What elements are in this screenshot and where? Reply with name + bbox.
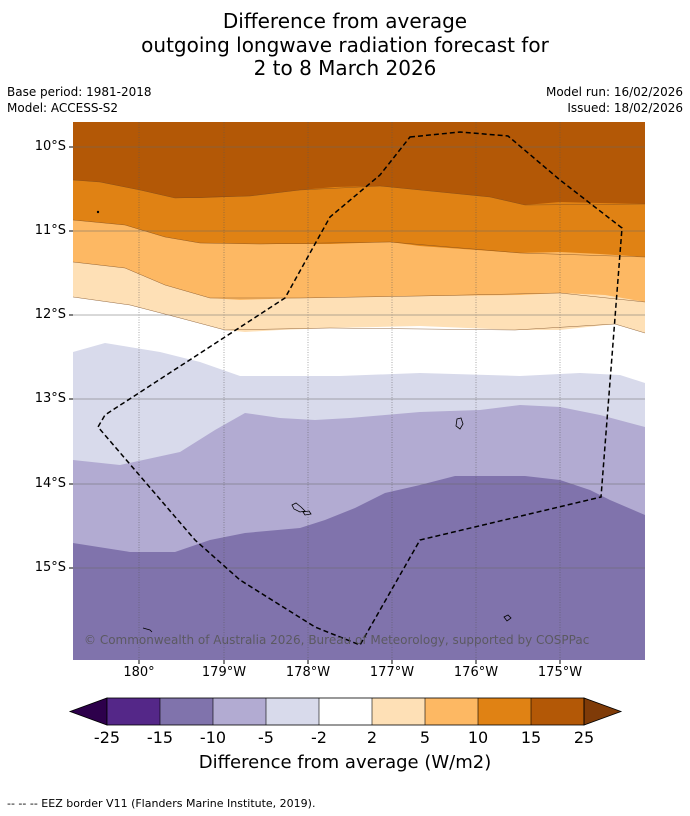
colorbar-cell-5 — [372, 698, 425, 725]
model-name: Model: ACCESS-S2 — [7, 101, 119, 115]
colorbar — [68, 697, 623, 726]
anomaly-field — [73, 122, 645, 660]
axis-ticks — [69, 146, 561, 664]
lat-label-14s: 14°S — [34, 476, 66, 491]
lat-label-15s: 15°S — [34, 560, 66, 575]
band-c15-25 — [73, 122, 645, 205]
colorbar-cell-1 — [160, 698, 213, 725]
colorbar-under — [68, 697, 108, 726]
island-south-east — [503, 614, 512, 622]
islands — [96, 210, 512, 633]
base-period: Base period: 1981-2018 — [7, 85, 152, 99]
colorbar-over — [583, 697, 623, 726]
band-contours — [73, 179, 645, 334]
lat-label-12s: 12°S — [34, 307, 66, 322]
colorbar-tick-1: -15 — [146, 728, 174, 747]
colorbar-cell-6 — [425, 698, 478, 725]
colorbar-tick-3: -5 — [258, 728, 274, 747]
island-alofi — [302, 510, 312, 516]
lon-label-179w: 179°W — [201, 665, 247, 680]
colorbar-cell-0 — [107, 698, 160, 725]
title-line-2: outgoing longwave radiation forecast for — [141, 33, 549, 57]
island-north-west — [96, 210, 100, 214]
island-south-west — [142, 627, 153, 633]
title-line-1: Difference from average — [222, 9, 468, 33]
colorbar-cell-2 — [213, 698, 266, 725]
lon-label-177w: 177°W — [369, 665, 415, 680]
colorbar-tick-6: 5 — [419, 728, 431, 747]
eez-legend-footer: -- -- -- EEZ border V11 (Flanders Marine… — [7, 797, 316, 810]
lat-label-13s: 13°S — [34, 391, 66, 406]
lon-label-180: 180° — [123, 665, 155, 680]
colorbar-cell-3 — [266, 698, 319, 725]
island-futuna — [291, 502, 306, 513]
model-run: Model run: 16/02/2026 — [545, 85, 683, 99]
colorbar-cell-4 — [319, 698, 372, 725]
colorbar-tick-0: -25 — [93, 728, 121, 747]
island-uvea — [455, 417, 464, 430]
colorbar-tick-2: -10 — [199, 728, 227, 747]
colorbar-tick-5: 2 — [366, 728, 378, 747]
lat-label-10s: 10°S — [34, 139, 66, 154]
lat-label-11s: 11°S — [34, 223, 66, 238]
lon-label-178w: 178°W — [285, 665, 331, 680]
lon-label-175w: 175°W — [537, 665, 583, 680]
eez-border — [97, 131, 623, 646]
colorbar-cell-8 — [531, 698, 584, 725]
copyright-notice: © Commonwealth of Australia 2026, Bureau… — [84, 633, 590, 647]
lon-label-176w: 176°W — [453, 665, 499, 680]
title-line-3: 2 to 8 March 2026 — [253, 56, 437, 80]
colorbar-tick-8: 15 — [520, 728, 542, 747]
colorbar-tick-7: 10 — [467, 728, 489, 747]
issued-date: Issued: 18/02/2026 — [567, 101, 683, 115]
colorbar-tick-9: 25 — [573, 728, 595, 747]
colorbar-cell-7 — [478, 698, 531, 725]
graticule — [73, 122, 645, 660]
colorbar-title: Difference from average (W/m2) — [198, 752, 492, 773]
colorbar-tick-4: -2 — [311, 728, 327, 747]
